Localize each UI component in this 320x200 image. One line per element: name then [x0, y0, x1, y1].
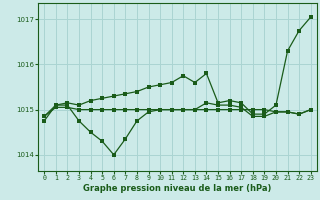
X-axis label: Graphe pression niveau de la mer (hPa): Graphe pression niveau de la mer (hPa): [83, 184, 272, 193]
